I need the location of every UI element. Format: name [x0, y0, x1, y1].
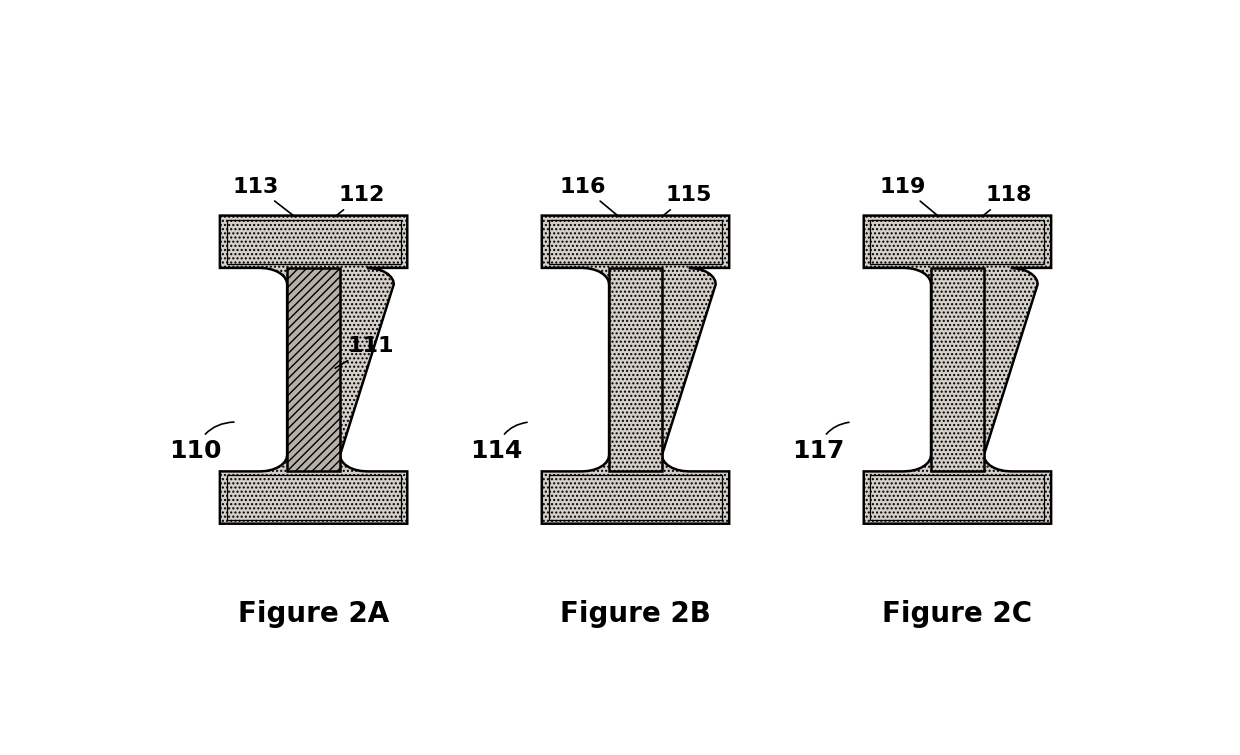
- Text: 114: 114: [470, 422, 527, 463]
- Polygon shape: [219, 216, 407, 524]
- Text: Figure 2B: Figure 2B: [560, 599, 711, 628]
- Text: 111: 111: [335, 337, 394, 368]
- Text: 116: 116: [559, 177, 619, 217]
- Text: 118: 118: [982, 185, 1032, 217]
- Text: 110: 110: [169, 422, 234, 463]
- Polygon shape: [931, 268, 983, 471]
- Text: 113: 113: [233, 177, 295, 217]
- Polygon shape: [609, 268, 662, 471]
- Polygon shape: [542, 216, 729, 524]
- Text: Figure 2A: Figure 2A: [238, 599, 389, 628]
- Text: 119: 119: [879, 177, 939, 217]
- Polygon shape: [288, 268, 340, 471]
- Text: 115: 115: [662, 185, 712, 217]
- Text: Figure 2C: Figure 2C: [883, 599, 1033, 628]
- Text: 117: 117: [792, 422, 849, 463]
- Polygon shape: [864, 216, 1052, 524]
- Text: 112: 112: [335, 185, 384, 217]
